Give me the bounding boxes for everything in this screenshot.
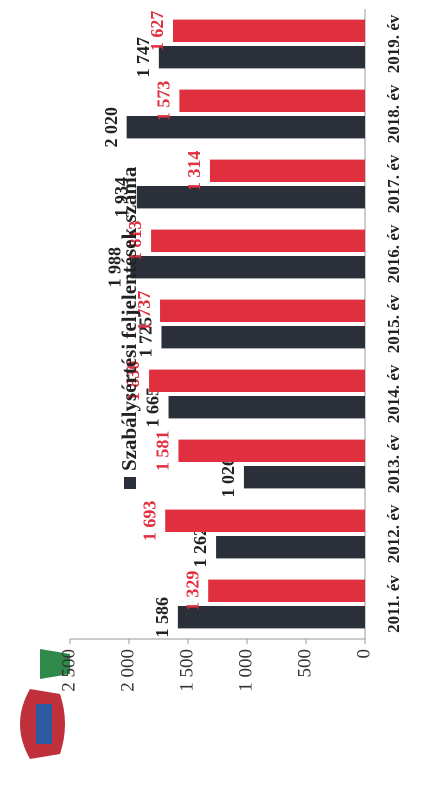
value-label: 1 830 bbox=[123, 361, 143, 402]
y-tick-label: 1 000 bbox=[235, 649, 256, 692]
x-tick-label: 2014. év bbox=[384, 364, 403, 423]
bar bbox=[208, 579, 365, 602]
value-label: 1 329 bbox=[182, 571, 202, 612]
bar bbox=[130, 256, 365, 279]
value-label: 2 020 bbox=[101, 107, 121, 148]
bar bbox=[160, 299, 365, 322]
legend-label: Szabálysértési feljelentések száma bbox=[117, 166, 141, 471]
bar bbox=[179, 89, 365, 112]
bar bbox=[243, 465, 366, 489]
logo bbox=[20, 649, 70, 759]
value-label: 1 586 bbox=[152, 597, 172, 638]
bar bbox=[136, 186, 365, 209]
value-label: 1 737 bbox=[134, 291, 154, 332]
bar bbox=[126, 116, 365, 139]
bar bbox=[216, 535, 365, 559]
bar bbox=[151, 229, 365, 252]
value-label: 1 813 bbox=[125, 221, 145, 262]
x-tick-label: 2012. év bbox=[384, 504, 403, 563]
bar bbox=[173, 19, 365, 42]
value-label: 1 693 bbox=[139, 501, 159, 542]
rotated-chart: 0 500 1 000 1 500 2 000 2 500 2011. év 1 586 1 3… bbox=[20, 9, 403, 759]
bar bbox=[149, 369, 365, 392]
value-label: 1 573 bbox=[154, 81, 174, 122]
logo-emblem bbox=[40, 649, 70, 679]
bar bbox=[161, 325, 365, 349]
bar bbox=[158, 46, 365, 69]
y-tick-label: 2 500 bbox=[58, 649, 79, 692]
value-label: 1 581 bbox=[153, 431, 173, 472]
x-tick-label: 2013. év bbox=[384, 434, 403, 493]
value-label: 1 314 bbox=[184, 151, 204, 192]
value-label: 1 934 bbox=[111, 177, 131, 218]
value-label: 1 725 bbox=[136, 317, 156, 358]
value-label: 1 026 bbox=[218, 457, 238, 498]
y-tick-label: 2 000 bbox=[117, 649, 138, 692]
logo-band bbox=[36, 704, 52, 744]
bar bbox=[178, 439, 365, 462]
x-tick-label: 2018. év bbox=[384, 84, 403, 143]
x-tick-label: 2016. év bbox=[384, 224, 403, 283]
bar bbox=[168, 395, 365, 419]
bar bbox=[209, 159, 365, 182]
value-label: 1 665 bbox=[143, 387, 163, 428]
y-tick-label: 500 bbox=[294, 649, 315, 678]
value-label: 1 627 bbox=[147, 11, 167, 52]
value-label: 1 988 bbox=[105, 247, 125, 288]
value-label: 1 262 bbox=[190, 527, 210, 568]
x-tick-label: 2015. év bbox=[384, 294, 403, 353]
y-tick-label: 1 500 bbox=[176, 649, 197, 692]
bar bbox=[177, 605, 365, 629]
x-tick-label: 2011. év bbox=[384, 575, 403, 633]
value-label: 1 747 bbox=[133, 37, 153, 78]
y-tick-label: 0 bbox=[353, 649, 374, 659]
x-tick-label: 2019. év bbox=[384, 14, 403, 73]
legend-swatch bbox=[124, 477, 136, 489]
x-tick-label: 2017. év bbox=[384, 154, 403, 213]
bar bbox=[165, 509, 365, 532]
